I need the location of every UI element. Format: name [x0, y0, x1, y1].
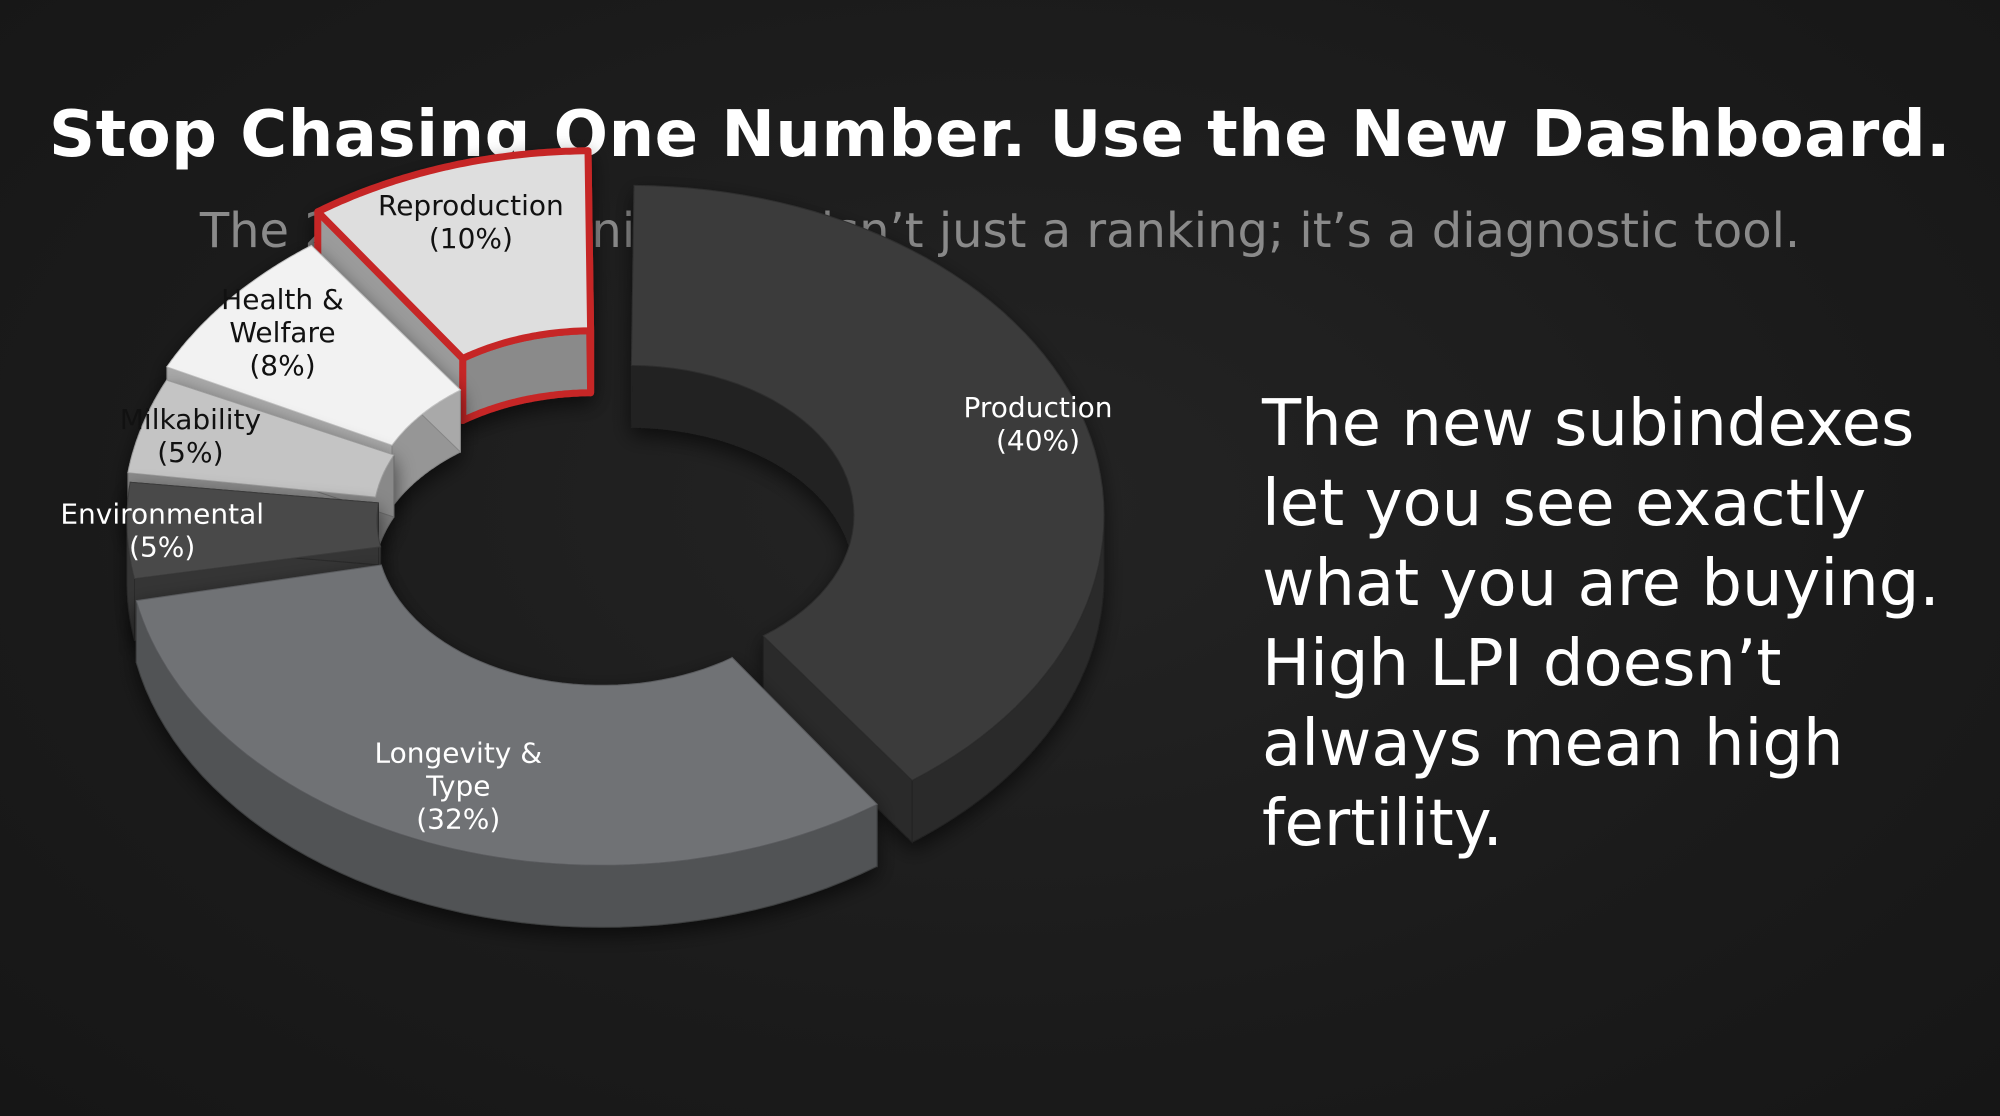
slice-longevity-type — [135, 564, 878, 928]
slice-top-face — [630, 184, 1105, 781]
label-environmental: Environmental (5%) — [60, 497, 264, 563]
slice-top-face — [314, 147, 595, 362]
label-line: (40%) — [996, 424, 1080, 457]
slice-top-face — [166, 244, 462, 446]
slice-top-face — [126, 481, 382, 580]
label-longevity-type: Longevity & Type (32%) — [374, 736, 542, 835]
label-line: Longevity & — [374, 736, 542, 769]
slide-title: Stop Chasing One Number. Use the New Das… — [49, 98, 1951, 172]
slice-production — [630, 184, 1105, 844]
label-health-welfare: Health & Welfare (8%) — [221, 283, 344, 382]
label-line: Health & — [221, 283, 344, 316]
label-reproduction: Reproduction (10%) — [378, 189, 564, 255]
body-text: The new subindexes let you see exactly w… — [1262, 387, 1940, 861]
label-line: Type — [425, 769, 490, 802]
label-line: Welfare — [229, 316, 335, 349]
slice-top-face — [127, 379, 395, 498]
label-line: (8%) — [249, 349, 315, 382]
label-line: Environmental — [60, 497, 264, 530]
label-line: Reproduction — [378, 189, 564, 222]
label-milkability: Milkability (5%) — [120, 403, 261, 469]
slice-reproduction — [314, 147, 595, 424]
slice-top-face — [135, 564, 878, 866]
label-line: (5%) — [129, 530, 195, 563]
label-line: (10%) — [429, 222, 513, 255]
label-line: (32%) — [416, 802, 500, 835]
label-line: Milkability — [120, 403, 261, 436]
label-line: Production — [964, 391, 1113, 424]
label-production: Production (40%) — [964, 391, 1113, 457]
label-line: (5%) — [157, 436, 223, 469]
